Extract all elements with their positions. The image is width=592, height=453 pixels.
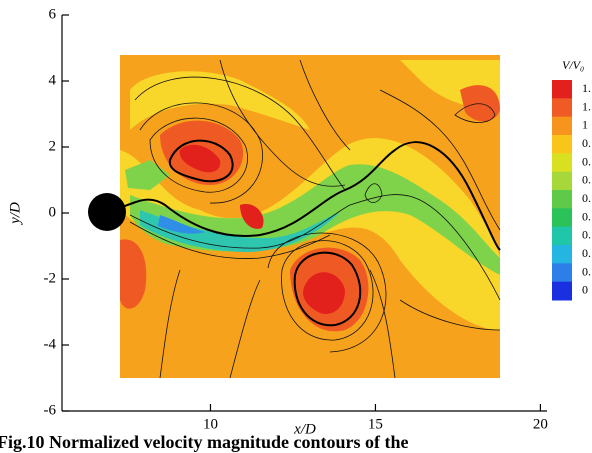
x-tick-label: 20 [533,416,548,432]
caption: Fig.10 Normalized velocity magnitude con… [0,432,408,452]
colorbar-band [552,245,572,264]
streamlines [114,59,501,379]
colorbar-label: 0. [582,246,591,260]
colorbar-title: V/V₀ [562,58,584,72]
y-axis-label: y/D [7,202,23,226]
colorbar-band [552,208,572,228]
x-tick-label: 15 [368,416,383,432]
y-tick-label: 6 [49,6,57,22]
y-tick-label: -4 [44,336,57,352]
y-tick-label: 4 [49,72,57,88]
colorbar-label: 0. [582,209,591,223]
colorbar-band [552,281,572,301]
colorbar-band [552,98,572,118]
x-tick-label: 10 [203,416,218,432]
y-tick-label: 0 [49,204,57,220]
colorbar-label: 1. [582,99,591,113]
colorbar-label: 0. [582,264,591,278]
colorbar-band [552,153,572,173]
colorbar-band [552,190,572,209]
colorbar-label: 0. [582,173,591,187]
colorbar-label: 1 [582,118,588,132]
y-tick-label: -6 [44,402,57,418]
colorbar-band [552,171,572,191]
colorbar-label: 0. [582,191,591,205]
cylinder [88,193,126,231]
colorbar-label: 0. [582,136,591,150]
y-tick-label: 2 [49,138,57,154]
colorbar-label: 0. [582,154,591,168]
colorbar-label: 0 [582,283,588,297]
colorbar-band [552,80,572,99]
y-tick-label: -2 [44,270,57,286]
colorbar-band [552,263,572,283]
colorbar-label: 1. [582,81,591,95]
x-axis-label: x/D [293,421,316,437]
colorbar-label: 0. [582,228,591,242]
colorbar-band [552,226,572,246]
colorbar-band [552,135,572,154]
colorbar-band [552,116,572,136]
